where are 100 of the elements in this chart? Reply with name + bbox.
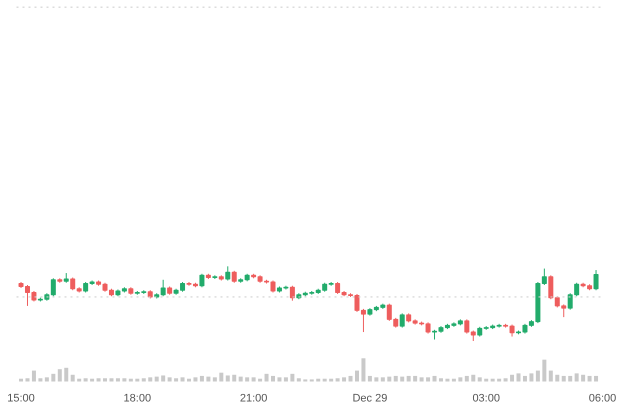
bar	[342, 377, 346, 382]
bar	[329, 378, 334, 382]
bar	[400, 376, 404, 382]
bar	[406, 376, 411, 382]
bar	[206, 376, 210, 382]
bar	[445, 378, 450, 382]
bar	[128, 378, 133, 382]
bar	[529, 373, 534, 382]
bar	[348, 376, 353, 382]
bar	[51, 374, 56, 382]
bar	[64, 368, 68, 382]
bar	[77, 378, 82, 382]
bar	[252, 377, 256, 382]
bar	[168, 377, 172, 382]
bar	[109, 378, 114, 382]
bar	[32, 370, 36, 382]
bar	[70, 374, 75, 382]
bar	[238, 376, 243, 382]
bar	[200, 376, 204, 382]
candlestick	[232, 270, 237, 284]
bar	[154, 376, 159, 382]
bar	[336, 378, 340, 382]
x-tick-label: 15:00	[7, 392, 35, 404]
bar	[142, 378, 146, 382]
bar	[135, 378, 140, 382]
candlestick	[64, 272, 69, 284]
candlestick	[225, 266, 230, 282]
bar	[161, 375, 166, 382]
bar	[322, 378, 327, 382]
bar	[510, 374, 514, 382]
bar	[464, 376, 469, 382]
bar	[581, 374, 586, 382]
bar	[426, 377, 430, 382]
bar	[555, 374, 560, 382]
bar	[471, 374, 476, 382]
bar	[19, 378, 24, 382]
bar	[368, 376, 372, 382]
bar	[25, 378, 30, 382]
bar	[245, 377, 250, 382]
bar	[490, 378, 495, 382]
bar	[264, 374, 269, 382]
bar	[452, 378, 456, 382]
bar	[290, 374, 294, 382]
x-tick-label: 06:00	[588, 392, 616, 404]
bar	[44, 377, 49, 382]
bar	[180, 377, 185, 382]
bar	[96, 378, 101, 382]
bar	[504, 378, 508, 382]
x-tick-label: 03:00	[472, 392, 500, 404]
bar	[458, 377, 462, 382]
bar	[484, 378, 488, 382]
bar	[478, 377, 482, 382]
bar	[588, 376, 592, 382]
bar	[542, 360, 546, 382]
bar	[354, 370, 359, 382]
x-tick-label: 21:00	[240, 392, 268, 404]
bar	[270, 376, 275, 382]
bar	[432, 376, 437, 382]
x-tick-label: Dec 29	[352, 392, 388, 404]
bar	[361, 358, 366, 382]
bar	[193, 377, 198, 382]
bar	[497, 378, 502, 382]
bar	[258, 378, 262, 382]
bar	[420, 377, 424, 382]
bar	[316, 378, 320, 382]
bar	[232, 374, 236, 382]
bar	[122, 378, 126, 382]
bar	[226, 375, 230, 382]
bar	[562, 376, 566, 382]
bar	[522, 376, 527, 382]
bar	[594, 376, 598, 382]
bar	[174, 378, 178, 382]
bar	[516, 373, 521, 382]
bar	[284, 377, 288, 382]
bar	[296, 378, 301, 382]
bar	[84, 378, 88, 382]
bar	[219, 372, 224, 382]
bar	[374, 377, 378, 382]
bar	[380, 377, 385, 382]
bar	[116, 378, 120, 382]
candlestick	[594, 270, 599, 291]
candlestick	[290, 285, 295, 302]
candlestick	[199, 273, 204, 288]
bar	[548, 370, 553, 382]
candlestick	[400, 312, 405, 328]
bar	[187, 378, 192, 382]
bar	[38, 378, 42, 382]
bar	[413, 376, 418, 382]
bar	[438, 378, 443, 382]
bar	[574, 373, 579, 382]
bar	[387, 376, 392, 382]
bar	[394, 376, 398, 382]
x-tick-label: 18:00	[124, 392, 152, 404]
bar	[568, 376, 572, 382]
bar	[103, 378, 108, 382]
bar	[212, 377, 217, 382]
bar	[90, 378, 94, 382]
bar	[277, 377, 282, 382]
bar	[58, 369, 62, 382]
bar	[536, 370, 540, 382]
